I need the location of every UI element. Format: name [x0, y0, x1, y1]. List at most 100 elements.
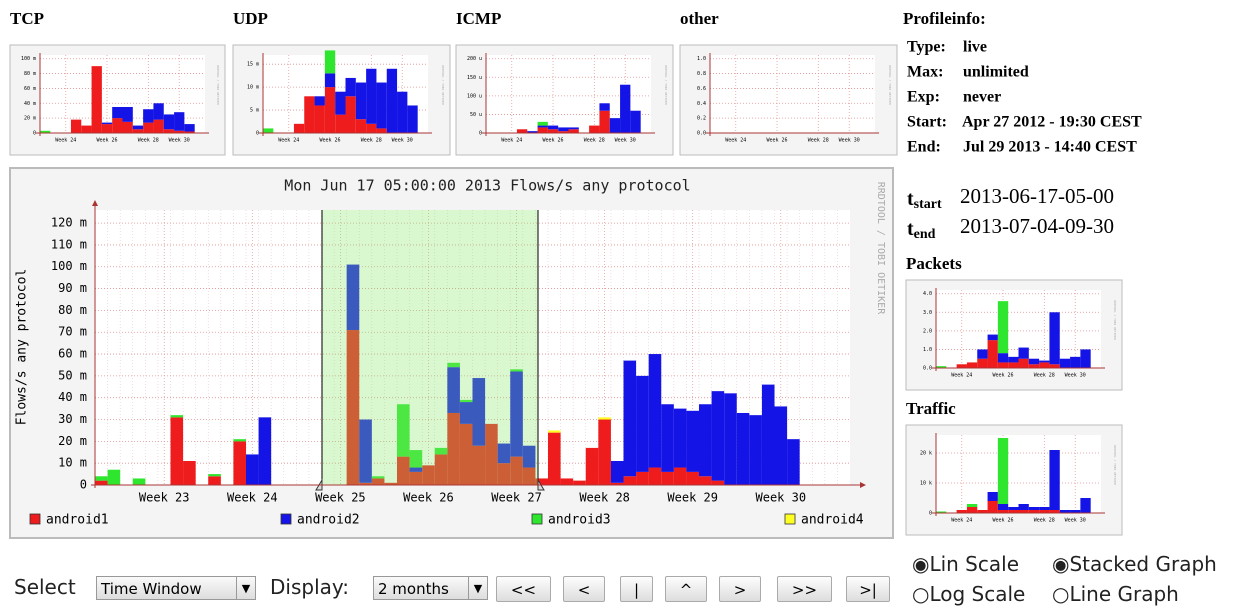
- bar-segment: [346, 330, 360, 485]
- y-tick-label: 0.8: [697, 71, 706, 77]
- x-tick-label: Week 26: [992, 518, 1013, 524]
- bar-segment: [623, 476, 637, 485]
- x-tick-label: Week 28: [808, 138, 829, 144]
- chart-title: ICMP: [456, 9, 501, 28]
- plot-area: [936, 435, 1101, 513]
- nav-button[interactable]: <: [563, 576, 605, 602]
- bar-segment: [345, 96, 356, 133]
- nav-button[interactable]: <<: [496, 576, 551, 602]
- radio-option[interactable]: ◉Lin Scale: [912, 552, 1019, 576]
- y-axis-label: Flows/s any protocol: [15, 269, 30, 426]
- nav-button[interactable]: |: [620, 576, 653, 602]
- x-tick-label: Week 29: [667, 491, 718, 505]
- x-tick-label: Week 25: [315, 491, 366, 505]
- bar-segment: [91, 66, 102, 133]
- profile-value: never: [963, 89, 1001, 106]
- bar-segment: [1080, 349, 1091, 368]
- y-tick-label: 150 u: [467, 75, 482, 81]
- bar-segment: [956, 510, 967, 513]
- bar-segment: [472, 378, 486, 446]
- select-value: Time Window: [101, 580, 202, 598]
- bar-segment: [548, 430, 561, 433]
- x-tick-label: Week 24: [725, 138, 746, 144]
- select-dropdown[interactable]: Time Window ▼: [96, 576, 256, 600]
- bar-segment: [335, 91, 346, 115]
- bar-segment: [143, 122, 154, 133]
- radio-option[interactable]: ○Log Scale: [912, 582, 1025, 606]
- bar-segment: [1049, 450, 1060, 510]
- bar-segment: [95, 480, 108, 485]
- x-tick-label: Week 30: [1065, 518, 1086, 524]
- side-label: RRDTOOL / TOBI OETIKER: [216, 65, 220, 105]
- nav-button[interactable]: >|: [846, 576, 890, 602]
- bar-segment: [510, 371, 523, 457]
- bar-segment: [610, 460, 624, 483]
- bar-segment: [997, 353, 1009, 363]
- nav-button[interactable]: >>: [777, 576, 832, 602]
- bar-segment: [516, 129, 528, 133]
- y-tick-label: 0: [80, 478, 87, 492]
- nav-button[interactable]: ^: [665, 576, 707, 602]
- y-tick-label: 20 m: [58, 434, 87, 448]
- profile-value: Jul 29 2013 - 14:40 CEST: [963, 139, 1137, 156]
- profile-value: Apr 27 2012 - 19:30 CEST: [962, 114, 1142, 131]
- radio-label: Log Scale: [929, 582, 1026, 606]
- bar-segment: [345, 77, 356, 97]
- bar-segment: [233, 441, 246, 485]
- bar-segment: [263, 128, 274, 133]
- radio-option[interactable]: ○Line Graph: [1052, 582, 1179, 606]
- bar-segment: [585, 447, 599, 485]
- radio-label: Stacked Graph: [1069, 552, 1217, 576]
- bar-segment: [324, 87, 336, 133]
- y-tick-label: 4.0: [923, 291, 932, 297]
- bar-segment: [966, 507, 978, 513]
- side-label: RRDTOOL / TOBI OETIKER: [888, 65, 892, 105]
- profile-label: Exp:: [907, 89, 940, 106]
- legend-label: android1: [46, 513, 109, 528]
- bar-segment: [1049, 510, 1060, 513]
- display-dropdown[interactable]: 2 months ▼: [373, 576, 488, 600]
- bar-segment: [153, 119, 164, 133]
- bar-segment: [81, 125, 92, 133]
- bar-segment: [447, 412, 460, 485]
- bar-segment: [366, 123, 377, 133]
- bar-segment: [122, 107, 133, 122]
- bar-segment: [1039, 507, 1050, 510]
- bar-segment: [736, 412, 750, 485]
- y-tick-label: 0.4: [697, 101, 706, 107]
- y-tick-label: 20 k: [920, 451, 932, 457]
- bar-segment: [459, 423, 473, 485]
- bar-segment: [397, 404, 410, 457]
- bar-segment: [787, 439, 800, 485]
- bar-segment: [724, 393, 737, 485]
- bar-segment: [208, 474, 221, 477]
- y-tick-label: 100 u: [467, 93, 482, 99]
- y-tick-label: 80 m: [58, 303, 87, 317]
- y-tick-label: 80 m: [24, 71, 36, 77]
- bar-segment: [599, 110, 610, 133]
- bar-segment: [527, 131, 538, 133]
- bar-segment: [966, 504, 978, 507]
- bar-segment: [1008, 362, 1019, 368]
- bar-segment: [1039, 510, 1050, 513]
- y-tick-label: 5 m: [250, 108, 259, 114]
- radio-option[interactable]: ◉Stacked Graph: [1052, 552, 1217, 576]
- bar-segment: [535, 478, 548, 485]
- bar-segment: [598, 417, 611, 420]
- profile-label: End:: [907, 139, 941, 156]
- x-tick-label: Week 24: [55, 138, 76, 144]
- radio-label: Line Graph: [1069, 582, 1179, 606]
- y-tick-label: 0: [256, 131, 259, 137]
- bar-segment: [987, 492, 998, 501]
- nav-button[interactable]: >: [719, 576, 761, 602]
- y-tick-label: 0: [479, 131, 482, 137]
- bar-segment: [359, 419, 372, 483]
- select-label: Select: [14, 575, 76, 599]
- x-tick-label: Week 30: [839, 138, 860, 144]
- t-sub: end: [914, 227, 936, 242]
- y-tick-label: 60 m: [58, 347, 87, 361]
- bar-segment: [1049, 312, 1060, 365]
- bar-segment: [1080, 498, 1091, 513]
- x-tick-label: Week 26: [96, 138, 117, 144]
